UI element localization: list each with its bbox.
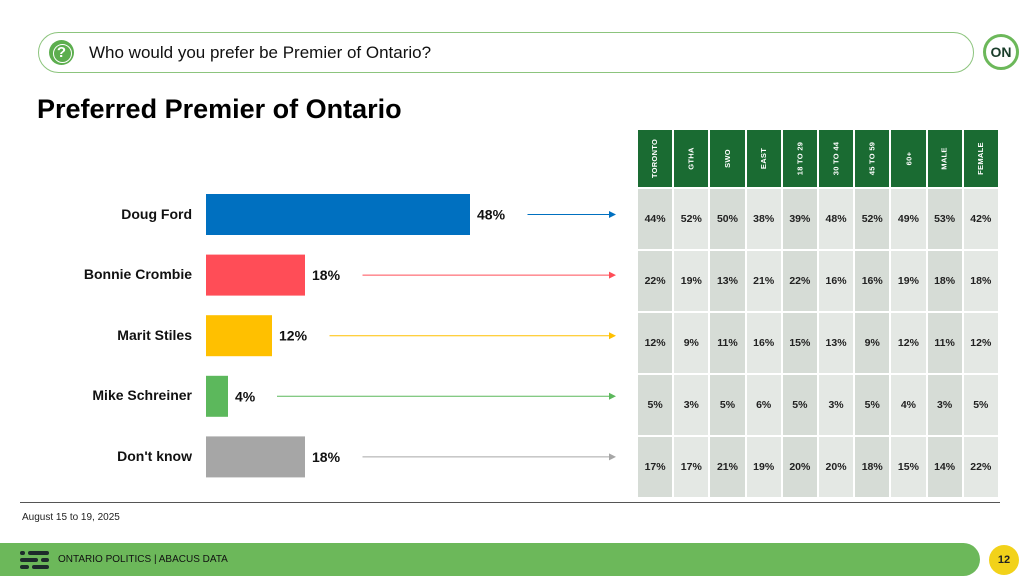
- column-header-6: 45 TO 59: [855, 130, 890, 187]
- table-cell: 15%: [891, 437, 926, 497]
- bar-value-label-1: 18%: [312, 267, 341, 283]
- table-cell: 5%: [638, 375, 673, 435]
- table-cell: 50%: [710, 189, 745, 249]
- table-cell: 4%: [891, 375, 926, 435]
- table-cell: 16%: [855, 251, 890, 311]
- table-cell: 52%: [855, 189, 890, 249]
- table-cell: 5%: [963, 375, 998, 435]
- table-cell: 12%: [963, 313, 998, 373]
- abacus-icon: [20, 551, 49, 569]
- table-cell: 11%: [927, 313, 962, 373]
- table-cell: 5%: [710, 375, 745, 435]
- table-cell: 5%: [855, 375, 890, 435]
- logo-text: ON: [991, 44, 1012, 60]
- table-cell: 14%: [927, 437, 962, 497]
- table-cell: 22%: [963, 437, 998, 497]
- table-cell: 3%: [927, 375, 962, 435]
- table-cell: 5%: [782, 375, 817, 435]
- table-cell: 20%: [818, 437, 854, 497]
- bar-chart: 48% 18% 12% 4% 18%: [206, 194, 616, 478]
- table-cell: 12%: [891, 313, 926, 373]
- table-cell: 49%: [891, 189, 926, 249]
- question-icon: ?: [49, 40, 74, 65]
- table-cell: 17%: [638, 437, 673, 497]
- table-cell: 16%: [746, 313, 781, 373]
- table-cell: 18%: [927, 251, 962, 311]
- table-cell: 13%: [710, 251, 745, 311]
- table-cell: 13%: [818, 313, 854, 373]
- table-cell: 9%: [855, 313, 890, 373]
- table-cell: 6%: [746, 375, 781, 435]
- question-bar: ? Who would you prefer be Premier of Ont…: [38, 32, 974, 73]
- question-text: Who would you prefer be Premier of Ontar…: [89, 43, 432, 62]
- date-range: August 15 to 19, 2025: [22, 512, 120, 523]
- table-cell: 22%: [638, 251, 673, 311]
- table-cell: 3%: [818, 375, 854, 435]
- category-label-2: Marit Stiles: [117, 326, 192, 343]
- bar-value-label-2: 12%: [279, 328, 308, 344]
- table-cell: 19%: [746, 437, 781, 497]
- column-header-9: FEMALE: [963, 130, 998, 187]
- bar-2: [206, 315, 272, 357]
- divider: [20, 502, 1000, 503]
- table-cell: 18%: [963, 251, 998, 311]
- table-cell: 19%: [891, 251, 926, 311]
- table-cell: 42%: [963, 189, 998, 249]
- table-cell: 3%: [674, 375, 709, 435]
- table-cell: 22%: [782, 251, 817, 311]
- column-header-0: TORONTO: [638, 130, 673, 187]
- bar-value-label-0: 48%: [477, 207, 506, 223]
- bar-value-label-3: 4%: [235, 388, 256, 404]
- category-label-3: Mike Schreiner: [92, 387, 192, 404]
- bar-4: [206, 436, 305, 478]
- table-cell: 21%: [710, 437, 745, 497]
- table-cell: 11%: [710, 313, 745, 373]
- category-label-4: Don't know: [117, 447, 192, 464]
- bar-0: [206, 194, 470, 235]
- column-header-7: 60+: [891, 130, 926, 187]
- column-header-2: SWO: [710, 130, 745, 187]
- arrow-head-2: [609, 332, 616, 340]
- table-cell: 19%: [674, 251, 709, 311]
- table-cell: 15%: [782, 313, 817, 373]
- column-header-4: 18 TO 29: [782, 130, 817, 187]
- table-cell: 39%: [782, 189, 817, 249]
- bar-value-label-4: 18%: [312, 449, 341, 465]
- column-header-8: MALE: [927, 130, 962, 187]
- table-cell: 16%: [818, 251, 854, 311]
- arrow-head-0: [609, 211, 616, 218]
- column-header-3: EAST: [746, 130, 781, 187]
- table-cell: 53%: [927, 189, 962, 249]
- table-cell: 44%: [638, 189, 673, 249]
- table-cell: 17%: [674, 437, 709, 497]
- table-cell: 18%: [855, 437, 890, 497]
- on-logo-icon: ON: [983, 34, 1019, 70]
- table-cell: 9%: [674, 313, 709, 373]
- bar-3: [206, 375, 228, 417]
- crosstab-table: TORONTO GTHA SWO EAST 18 TO 29 30 TO 44 45 TO …: [638, 130, 998, 497]
- table-cell: 48%: [818, 189, 854, 249]
- footer-bar: [0, 543, 980, 576]
- table-cell: 12%: [638, 313, 673, 373]
- column-header-5: 30 TO 44: [818, 130, 854, 187]
- arrow-head-4: [609, 453, 616, 461]
- table-cell: 38%: [746, 189, 781, 249]
- category-label-0: Doug Ford: [121, 205, 192, 222]
- category-label-1: Bonnie Crombie: [83, 266, 192, 283]
- arrow-head-1: [609, 271, 616, 279]
- page-title: Preferred Premier of Ontario: [37, 94, 402, 124]
- table-cell: 20%: [782, 437, 817, 497]
- column-header-1: GTHA: [674, 130, 709, 187]
- arrow-head-3: [609, 392, 616, 400]
- footer-text: ONTARIO POLITICS | ABACUS DATA: [58, 554, 228, 565]
- table-cell: 21%: [746, 251, 781, 311]
- bar-1: [206, 254, 305, 296]
- table-cell: 52%: [674, 189, 709, 249]
- page-number: 12: [989, 545, 1019, 575]
